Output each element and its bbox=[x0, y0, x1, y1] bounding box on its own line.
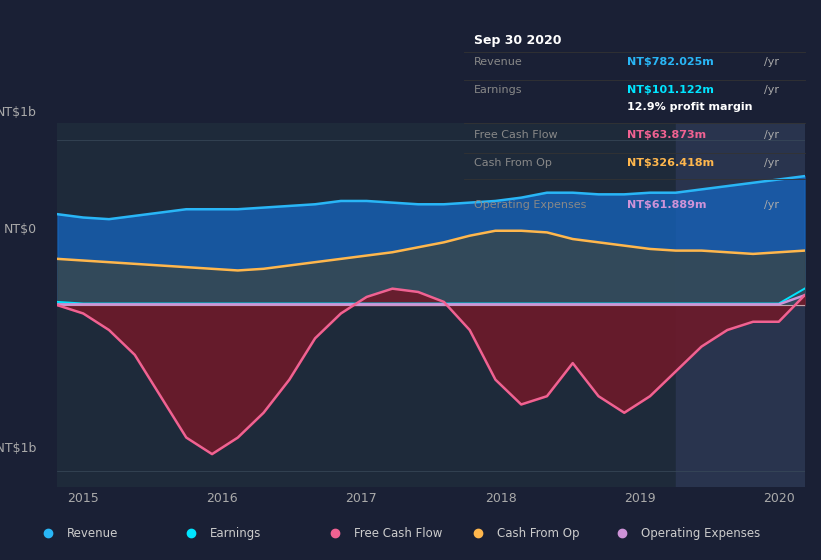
Text: 12.9% profit margin: 12.9% profit margin bbox=[627, 102, 753, 111]
Text: Earnings: Earnings bbox=[474, 85, 523, 95]
Text: NT$63.873m: NT$63.873m bbox=[627, 130, 707, 140]
Text: /yr: /yr bbox=[764, 57, 778, 67]
Text: /yr: /yr bbox=[764, 158, 778, 168]
Text: -NT$1b: -NT$1b bbox=[0, 441, 37, 455]
Text: Cash From Op: Cash From Op bbox=[498, 527, 580, 540]
Text: Free Cash Flow: Free Cash Flow bbox=[474, 130, 557, 140]
Bar bbox=[676, 123, 805, 487]
Text: Operating Expenses: Operating Expenses bbox=[474, 200, 586, 210]
Text: NT$61.889m: NT$61.889m bbox=[627, 200, 707, 210]
Text: NT$782.025m: NT$782.025m bbox=[627, 57, 714, 67]
Text: NT$326.418m: NT$326.418m bbox=[627, 158, 714, 168]
Text: /yr: /yr bbox=[764, 85, 778, 95]
Text: Revenue: Revenue bbox=[67, 527, 118, 540]
Text: Sep 30 2020: Sep 30 2020 bbox=[474, 34, 562, 47]
Text: NT$101.122m: NT$101.122m bbox=[627, 85, 714, 95]
Text: Earnings: Earnings bbox=[210, 527, 262, 540]
Text: /yr: /yr bbox=[764, 130, 778, 140]
Text: /yr: /yr bbox=[764, 200, 778, 210]
Text: NT$1b: NT$1b bbox=[0, 105, 37, 119]
Text: Cash From Op: Cash From Op bbox=[474, 158, 552, 168]
Text: NT$0: NT$0 bbox=[4, 223, 37, 236]
Text: Revenue: Revenue bbox=[474, 57, 523, 67]
Text: Free Cash Flow: Free Cash Flow bbox=[354, 527, 443, 540]
Text: Operating Expenses: Operating Expenses bbox=[641, 527, 760, 540]
